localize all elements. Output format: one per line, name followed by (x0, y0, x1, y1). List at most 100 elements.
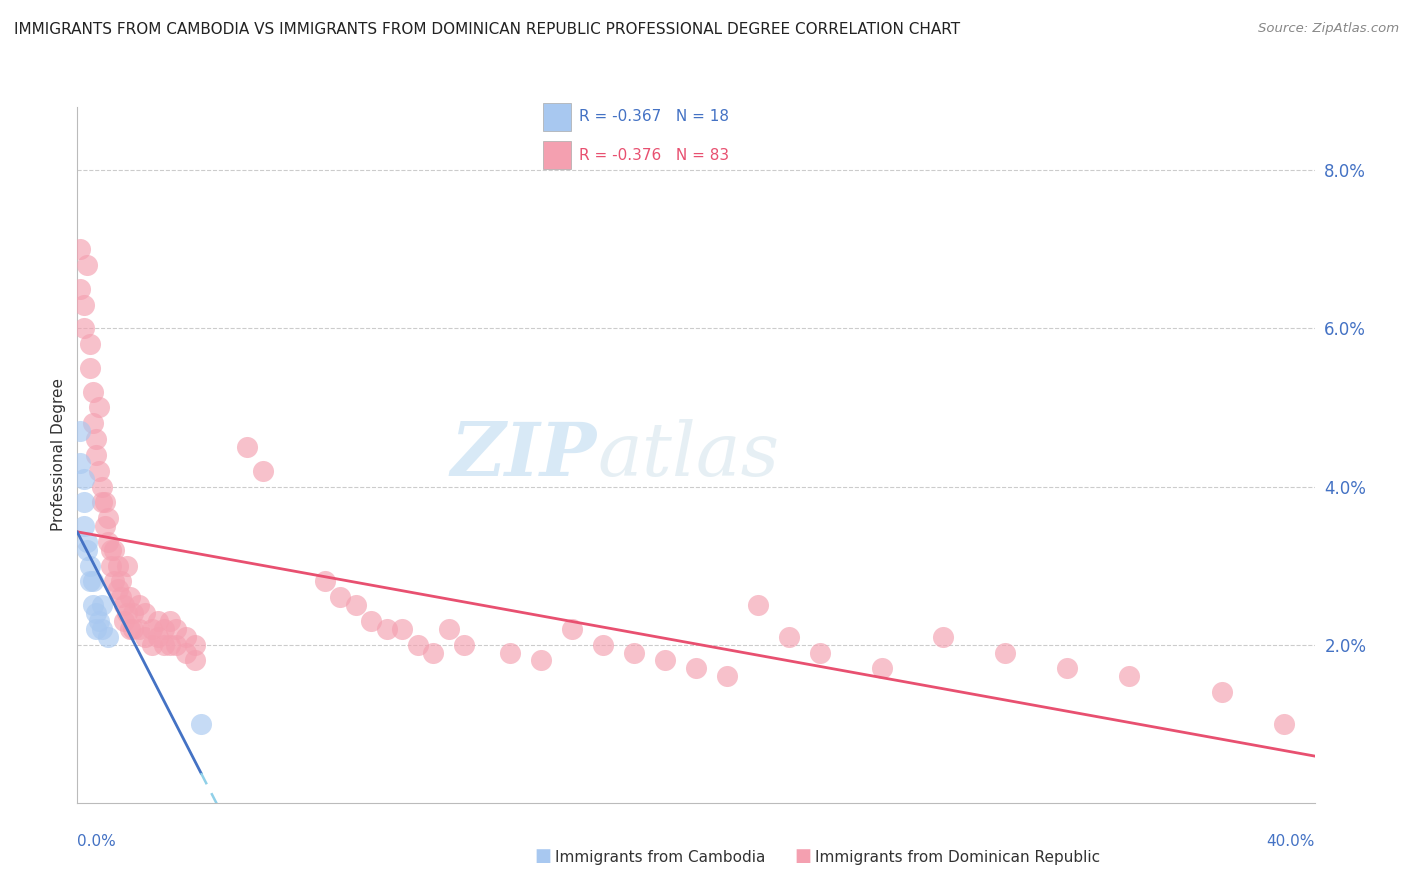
Point (391, 622, 413, 636)
Point (118, 622, 141, 636)
Point (1056, 661, 1078, 675)
Point (994, 646, 1017, 660)
Point (654, 653, 676, 667)
Point (69, 282, 91, 296)
Point (128, 622, 150, 636)
Point (84, 432, 107, 446)
Point (184, 638, 207, 652)
Point (141, 622, 163, 636)
Point (69, 424, 91, 438)
Text: R = -0.376   N = 83: R = -0.376 N = 83 (579, 147, 730, 162)
Point (716, 669, 738, 683)
Text: ■: ■ (534, 847, 551, 865)
Point (91, 495, 114, 509)
Point (122, 622, 145, 636)
Point (1118, 669, 1140, 683)
Point (107, 582, 129, 597)
Point (97, 511, 120, 525)
Text: atlas: atlas (598, 418, 779, 491)
Point (72, 472, 94, 486)
Point (153, 622, 176, 636)
Point (94, 495, 117, 509)
Point (146, 630, 169, 644)
Point (1272, 716, 1295, 731)
Point (84, 622, 107, 636)
Point (87, 464, 110, 478)
Point (87, 401, 110, 415)
Point (76, 534, 98, 549)
Point (778, 630, 800, 644)
Text: Immigrants from Cambodia: Immigrants from Cambodia (555, 850, 766, 865)
Point (184, 653, 207, 667)
Point (623, 646, 645, 660)
Point (72, 321, 94, 335)
Point (159, 614, 181, 628)
Text: ■: ■ (794, 847, 811, 865)
Point (82, 574, 104, 589)
Point (153, 638, 176, 652)
Bar (543, 141, 571, 169)
Text: R = -0.367   N = 18: R = -0.367 N = 18 (579, 110, 730, 125)
Point (747, 598, 769, 612)
Point (932, 630, 955, 644)
Point (72, 495, 94, 509)
Point (100, 542, 122, 557)
Point (146, 614, 169, 628)
Point (453, 638, 475, 652)
Point (314, 574, 336, 589)
Point (134, 606, 156, 620)
Point (165, 638, 187, 652)
Point (112, 598, 135, 612)
Text: 0.0%: 0.0% (77, 834, 117, 849)
Point (103, 574, 125, 589)
Point (118, 591, 141, 605)
Point (84, 448, 107, 462)
Text: ZIP: ZIP (451, 418, 598, 491)
Point (79, 360, 101, 375)
Text: IMMIGRANTS FROM CAMBODIA VS IMMIGRANTS FROM DOMINICAN REPUBLIC PROFESSIONAL DEGR: IMMIGRANTS FROM CAMBODIA VS IMMIGRANTS F… (14, 22, 960, 37)
Point (360, 614, 382, 628)
Point (141, 638, 163, 652)
Text: Immigrants from Dominican Republic: Immigrants from Dominican Republic (815, 850, 1101, 865)
Point (122, 606, 145, 620)
Point (530, 653, 553, 667)
Point (97, 630, 120, 644)
Point (94, 519, 117, 533)
Point (110, 574, 132, 589)
Point (79, 337, 101, 351)
Point (76, 542, 98, 557)
Point (76, 258, 98, 272)
Point (79, 558, 101, 573)
Point (561, 622, 583, 636)
Point (808, 646, 831, 660)
Point (406, 638, 429, 652)
Text: 40.0%: 40.0% (1267, 834, 1315, 849)
Point (159, 638, 181, 652)
Point (134, 630, 156, 644)
Point (97, 534, 120, 549)
Point (685, 661, 707, 675)
Point (422, 646, 444, 660)
Point (190, 716, 212, 731)
Point (174, 630, 197, 644)
Text: Source: ZipAtlas.com: Source: ZipAtlas.com (1258, 22, 1399, 36)
Point (69, 243, 91, 257)
Point (91, 479, 114, 493)
Point (69, 456, 91, 470)
Point (82, 598, 104, 612)
Point (72, 519, 94, 533)
Point (252, 464, 274, 478)
Point (79, 574, 101, 589)
Point (103, 542, 125, 557)
Y-axis label: Professional Degree: Professional Degree (51, 378, 66, 532)
Point (72, 298, 94, 312)
Point (110, 591, 132, 605)
Point (344, 598, 367, 612)
Point (84, 606, 107, 620)
Point (82, 384, 104, 399)
Point (115, 606, 138, 620)
Point (592, 638, 614, 652)
Point (174, 646, 197, 660)
Point (107, 558, 129, 573)
Point (91, 622, 114, 636)
